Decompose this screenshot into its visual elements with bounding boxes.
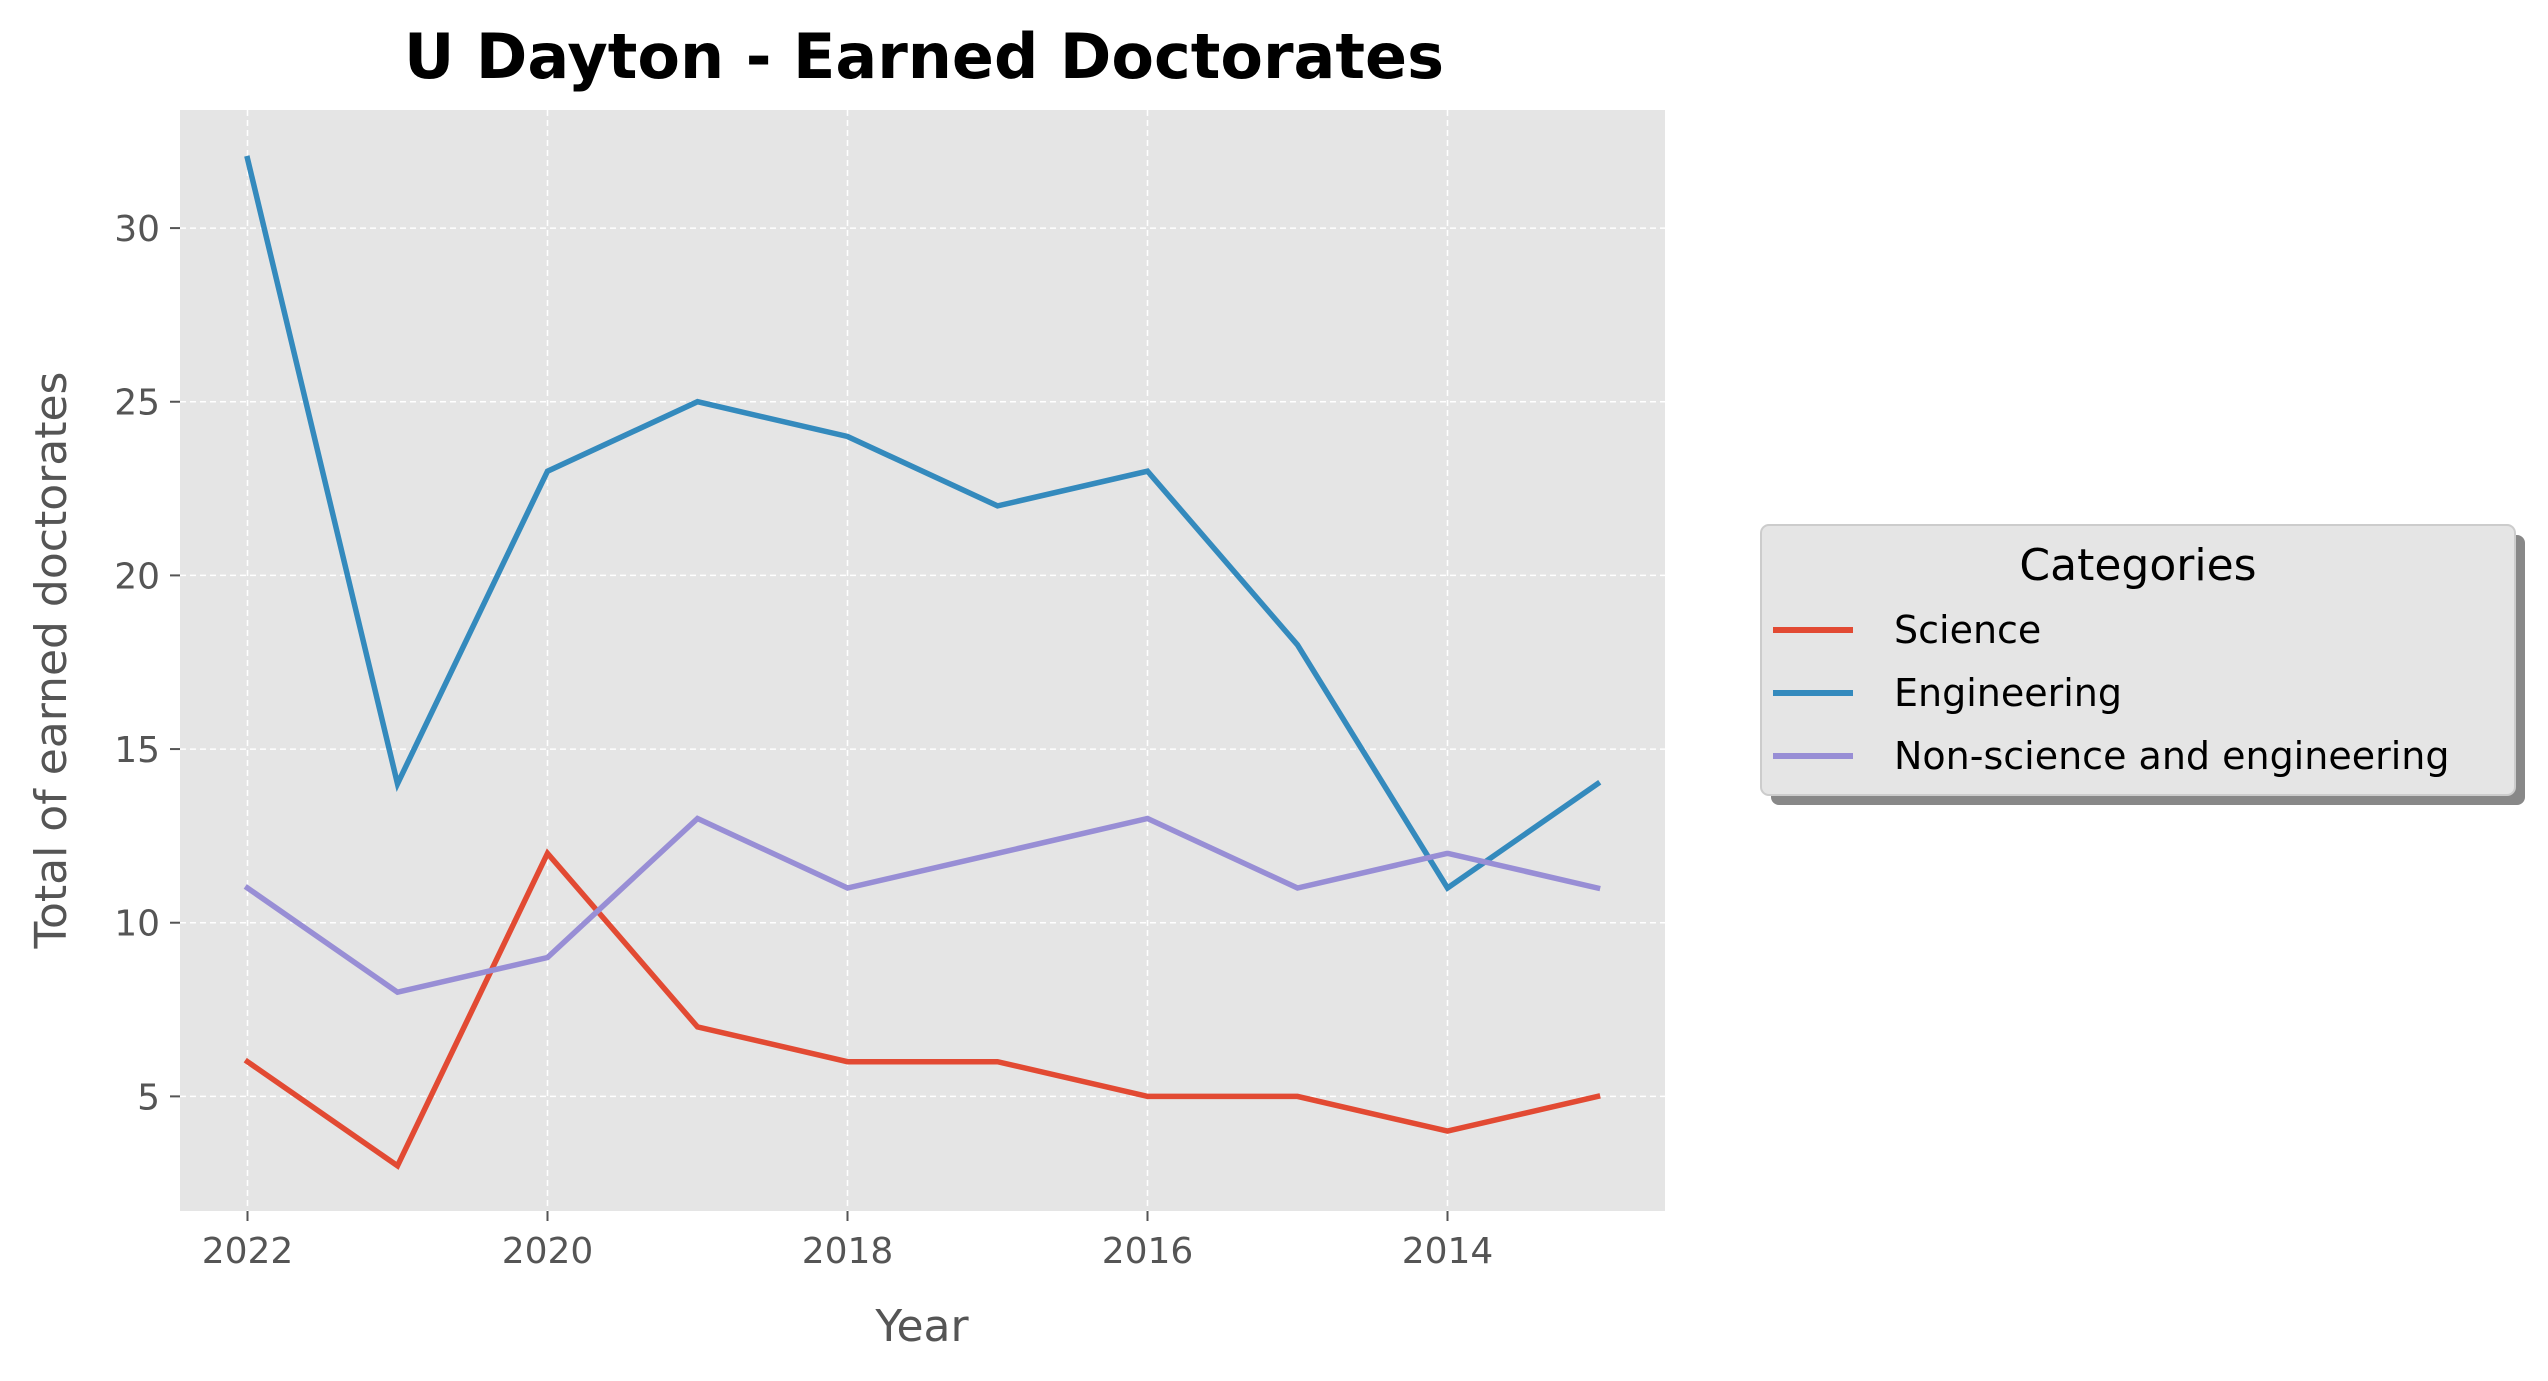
plot-area	[180, 110, 1665, 1211]
axis-ticks: 2022 2020 2018 2016 2014 5 10 15 20 25 30	[114, 209, 1493, 1272]
y-tick-label: 30	[114, 209, 160, 250]
legend-label-engineering: Engineering	[1894, 671, 2122, 715]
series-line-engineering	[244, 155, 1602, 892]
legend: Categories Science Engineering Non-science…	[1760, 524, 2525, 805]
x-axis-label: Year	[874, 1301, 969, 1352]
legend-label-science: Science	[1894, 608, 2041, 652]
y-tick-label: 10	[114, 904, 160, 945]
y-tick-label: 20	[114, 556, 160, 597]
series-line-non-science-and-engineering	[243, 815, 1601, 996]
grid	[180, 110, 1665, 1211]
x-tick-label: 2016	[1102, 1231, 1194, 1272]
y-tick-label: 5	[137, 1077, 160, 1118]
legend-box	[1760, 524, 2516, 796]
x-tick-label: 2014	[1402, 1231, 1494, 1272]
y-axis-label: Total of earned doctorates	[26, 372, 77, 950]
y-tick-label: 15	[114, 730, 160, 771]
y-tick-label: 25	[114, 383, 160, 424]
chart-title: U Dayton - Earned Doctorates	[404, 20, 1444, 93]
x-tick-label: 2018	[802, 1231, 894, 1272]
series-line-science	[243, 848, 1601, 1170]
series-lines	[243, 155, 1602, 1170]
x-tick-label: 2022	[202, 1231, 294, 1272]
legend-label-non-science-and-engineering: Non-science and engineering	[1894, 734, 2449, 778]
legend-title: Categories	[2019, 540, 2256, 591]
x-tick-label: 2020	[502, 1231, 594, 1272]
